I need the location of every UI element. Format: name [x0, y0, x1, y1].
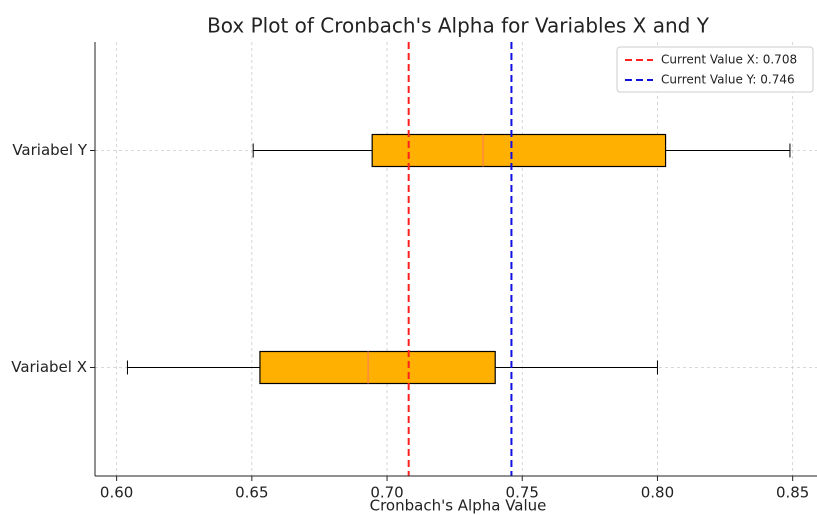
chart-title: Box Plot of Cronbach's Alpha for Variabl…	[207, 14, 710, 38]
x-tick-label: 0.70	[370, 484, 403, 502]
x-tick-label: 0.60	[100, 484, 133, 502]
x-tick-label: 0.85	[776, 484, 809, 502]
legend	[616, 46, 814, 93]
x-tick-label: 0.75	[506, 484, 539, 502]
legend-label: Current Value Y: 0.746	[661, 73, 795, 87]
box	[371, 133, 667, 168]
y-tick-label: Variabel Y	[12, 141, 88, 159]
box	[259, 350, 496, 385]
y-tick-label: Variabel X	[11, 358, 87, 376]
x-tick-label: 0.65	[235, 484, 268, 502]
x-tick-label: 0.80	[641, 484, 674, 502]
x-axis-label: Cronbach's Alpha Value	[370, 497, 547, 515]
legend-label: Current Value X: 0.708	[661, 53, 797, 67]
